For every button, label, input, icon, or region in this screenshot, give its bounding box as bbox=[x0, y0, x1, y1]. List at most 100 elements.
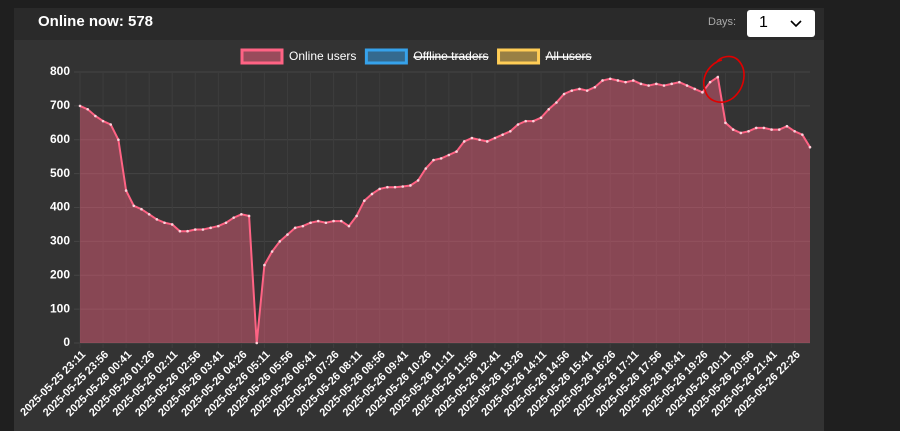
point bbox=[739, 131, 743, 135]
days-label: Days: bbox=[708, 16, 737, 28]
point bbox=[808, 145, 812, 149]
point bbox=[117, 138, 120, 142]
point bbox=[478, 138, 481, 142]
y-tick-label: 0 bbox=[63, 335, 70, 349]
point bbox=[639, 82, 643, 86]
point bbox=[801, 133, 804, 136]
point bbox=[224, 221, 228, 225]
point bbox=[155, 218, 159, 221]
legend-swatch bbox=[497, 48, 541, 65]
point bbox=[240, 212, 243, 216]
point bbox=[593, 85, 597, 89]
legend-swatch bbox=[364, 48, 408, 65]
point bbox=[170, 223, 174, 226]
point bbox=[570, 89, 574, 92]
point bbox=[94, 114, 97, 118]
header-bar: Online now: 578 Days: 1 bbox=[14, 8, 824, 40]
point bbox=[532, 119, 535, 123]
point bbox=[724, 121, 727, 125]
legend-item[interactable]: Online users bbox=[240, 48, 356, 65]
point bbox=[762, 126, 766, 130]
point bbox=[509, 129, 512, 133]
point bbox=[301, 224, 305, 228]
point bbox=[631, 79, 635, 82]
point bbox=[462, 140, 466, 143]
point bbox=[101, 119, 105, 123]
point bbox=[193, 228, 197, 231]
point bbox=[386, 185, 389, 189]
chevron bbox=[790, 20, 802, 28]
point bbox=[316, 219, 320, 223]
point bbox=[524, 119, 527, 123]
point bbox=[393, 185, 397, 189]
days-select[interactable]: 1 bbox=[747, 10, 815, 37]
point bbox=[516, 123, 520, 126]
point bbox=[616, 79, 620, 82]
point bbox=[501, 133, 504, 136]
y-tick-label: 100 bbox=[50, 301, 70, 315]
point bbox=[293, 226, 297, 230]
point bbox=[685, 84, 689, 87]
line bbox=[79, 75, 811, 344]
annotation-circle bbox=[703, 55, 745, 103]
point bbox=[209, 226, 212, 230]
point bbox=[793, 129, 796, 133]
point bbox=[124, 189, 128, 192]
point bbox=[624, 80, 627, 84]
point bbox=[355, 214, 358, 218]
point bbox=[109, 123, 113, 126]
point bbox=[324, 221, 328, 225]
point bbox=[439, 157, 443, 160]
point bbox=[332, 219, 335, 223]
y-tick-label: 300 bbox=[50, 234, 70, 248]
legend-label: Offline traders bbox=[413, 49, 488, 63]
point bbox=[201, 228, 205, 231]
point bbox=[286, 233, 289, 236]
point bbox=[78, 104, 82, 108]
point bbox=[263, 263, 266, 267]
point bbox=[555, 101, 558, 104]
legend-label: Online users bbox=[289, 49, 356, 63]
y-tick-label: 600 bbox=[50, 132, 70, 146]
point bbox=[601, 79, 604, 82]
point bbox=[363, 199, 366, 203]
point bbox=[485, 140, 489, 143]
point bbox=[86, 107, 89, 111]
point bbox=[163, 221, 166, 225]
y-tick-label: 700 bbox=[50, 98, 70, 112]
point bbox=[232, 216, 235, 219]
point bbox=[777, 128, 781, 131]
header-title: Online now: 578 bbox=[38, 13, 154, 30]
legend-item[interactable]: All users bbox=[497, 48, 592, 65]
area bbox=[80, 77, 810, 343]
point bbox=[678, 80, 681, 84]
point bbox=[178, 229, 182, 233]
point bbox=[424, 167, 428, 170]
point bbox=[754, 126, 758, 130]
point bbox=[693, 87, 697, 91]
point bbox=[147, 212, 151, 216]
y-tick-label: 500 bbox=[50, 166, 70, 180]
days-value: 1 bbox=[759, 14, 768, 31]
point bbox=[608, 77, 612, 81]
point bbox=[470, 136, 474, 140]
legend-item[interactable]: Offline traders bbox=[364, 48, 489, 65]
point bbox=[247, 214, 251, 218]
point bbox=[670, 82, 673, 86]
point bbox=[278, 240, 282, 243]
legend-swatch bbox=[240, 48, 284, 65]
point bbox=[562, 92, 566, 96]
point bbox=[132, 204, 136, 208]
point bbox=[370, 192, 374, 196]
point bbox=[578, 87, 581, 91]
point bbox=[585, 89, 589, 92]
point bbox=[309, 221, 312, 225]
point bbox=[547, 107, 551, 111]
point bbox=[186, 229, 189, 233]
point bbox=[716, 75, 720, 79]
point bbox=[662, 84, 666, 87]
point bbox=[432, 158, 435, 162]
point bbox=[655, 82, 658, 86]
